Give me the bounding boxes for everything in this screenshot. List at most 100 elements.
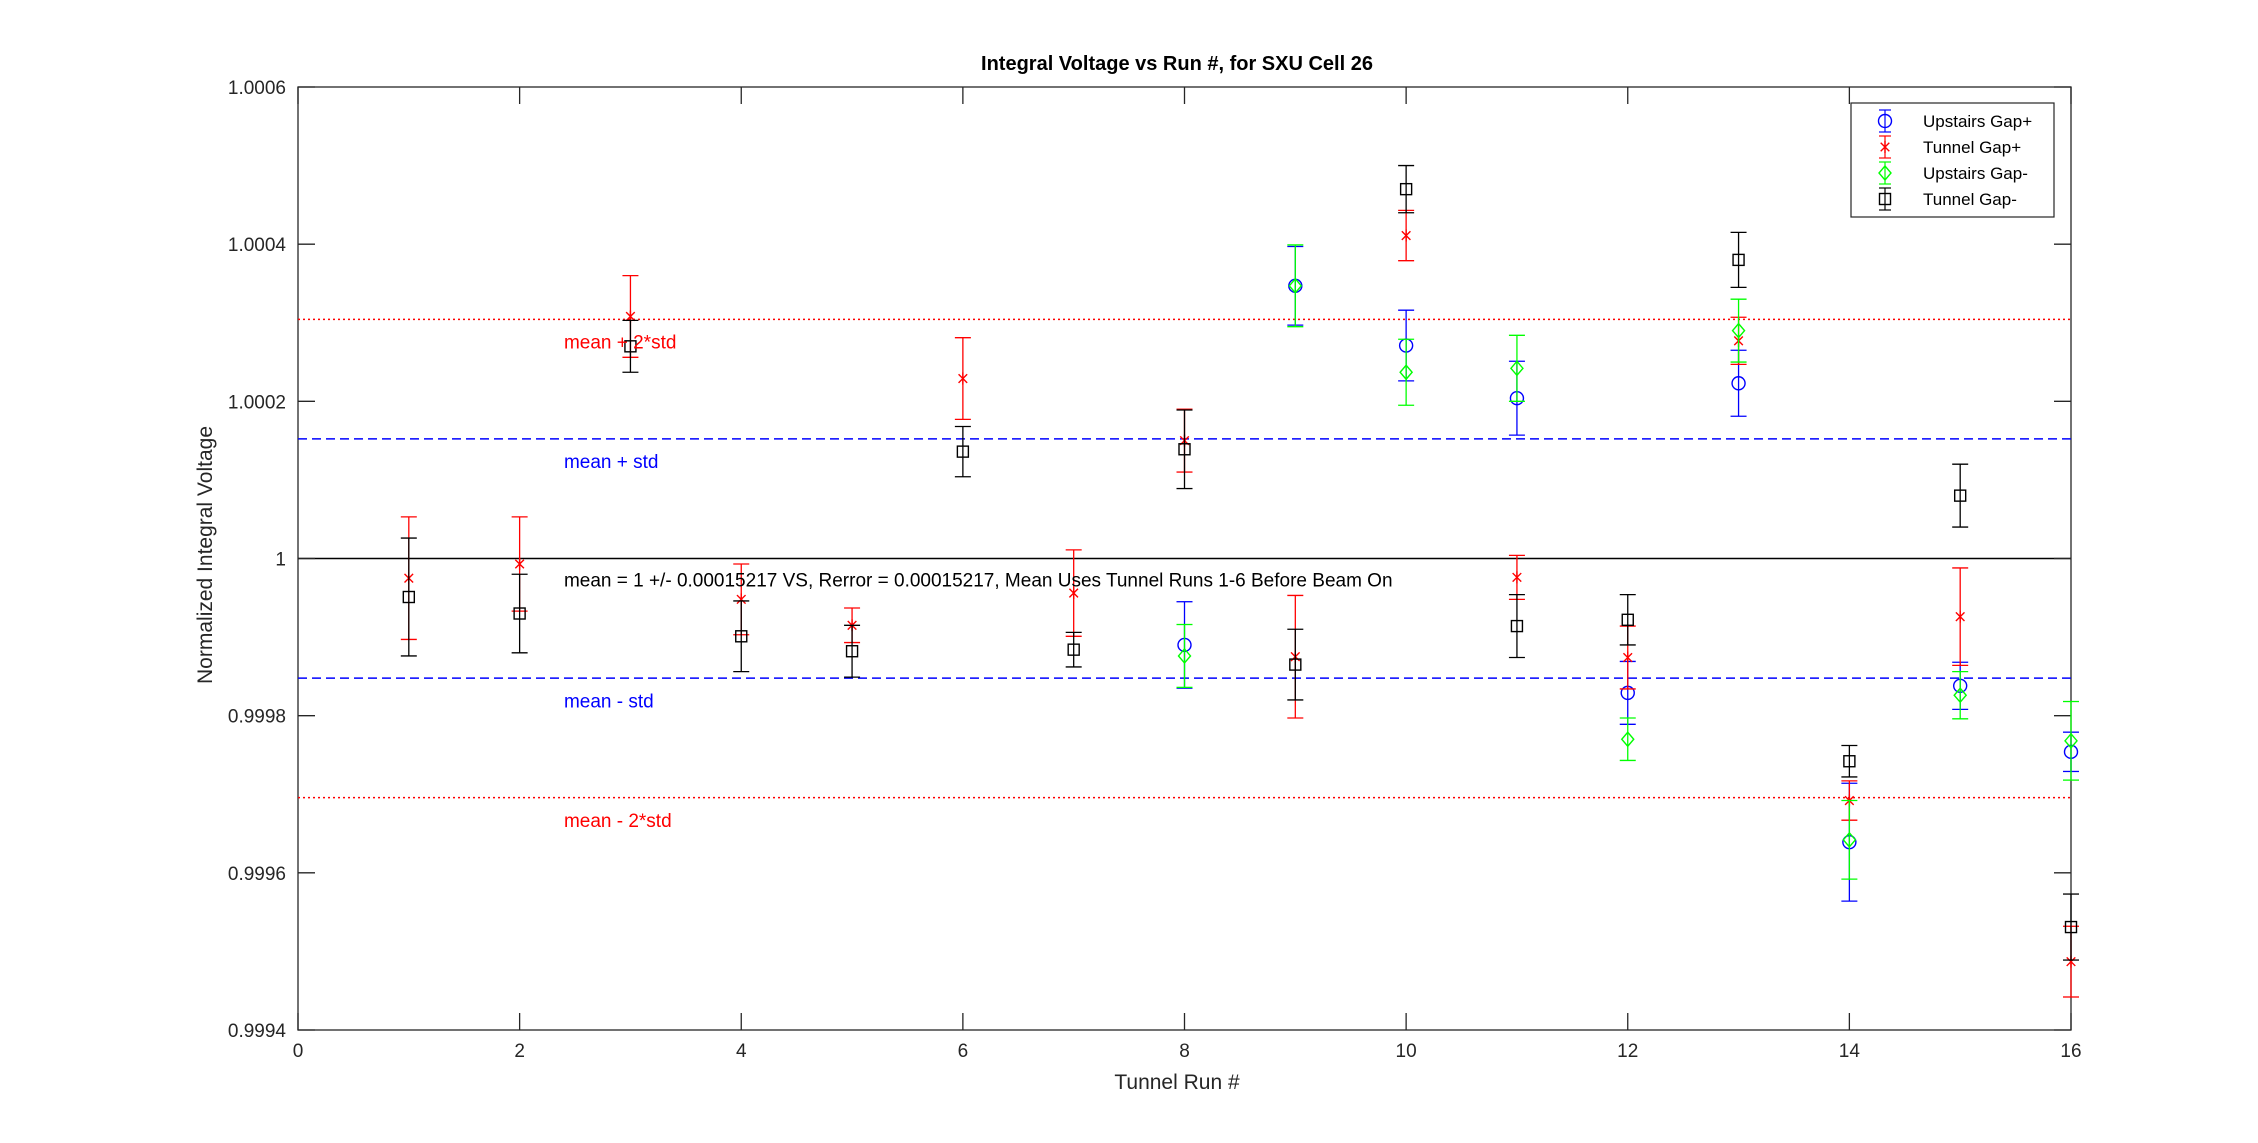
x-tick-label: 6	[958, 1041, 969, 1062]
error-bar	[844, 624, 861, 678]
legend-item-tunnel-gap: Tunnel Gap-	[1878, 187, 2017, 211]
reference-label-mean-2-std: mean - 2*std	[564, 811, 672, 832]
data-point-diamond	[1288, 277, 1303, 294]
y-tick-label: 0.9998	[228, 707, 286, 728]
y-tick-label: 1.0004	[228, 235, 287, 256]
reference-label-mean-2-std: mean + 2*std	[564, 333, 677, 354]
error-bar	[1730, 231, 1747, 289]
y-axis-ticks: 0.9994 0.9996 0.9998 1 1.0002 1.0004 1.0006	[228, 78, 2071, 1042]
data-point-square	[1953, 489, 1967, 502]
data-point-square	[1067, 643, 1080, 656]
data-point-asterisk	[1955, 610, 1965, 623]
y-tick-label: 1	[275, 550, 286, 571]
y-axis-label: Normalized Integral Voltage	[194, 426, 217, 684]
data-point-square	[1621, 613, 1634, 626]
error-bar	[1287, 244, 1304, 328]
data-point-asterisk	[1068, 587, 1079, 600]
error-bar	[1398, 338, 1415, 406]
data-point-square	[956, 445, 970, 458]
error-bar	[954, 425, 971, 478]
x-tick-label: 10	[1396, 1041, 1417, 1062]
series-upstairs-gap	[1176, 244, 2079, 880]
data-point-square	[624, 340, 637, 353]
data-point-square	[402, 590, 416, 604]
legend-label: Upstairs Gap-	[1923, 164, 2028, 183]
data-point-square	[1289, 658, 1302, 671]
legend: Upstairs Gap+ Tunnel Gap+ Upstairs Gap- Tun…	[1850, 102, 2055, 218]
data-point-asterisk	[1401, 229, 1411, 242]
y-tick-label: 1.0006	[228, 78, 286, 99]
error-bar	[1619, 717, 1636, 762]
data-series	[400, 164, 2079, 998]
error-bar	[1508, 593, 1525, 659]
data-point-diamond	[1842, 831, 1857, 848]
reference-label-mean-std: mean + std	[564, 452, 659, 473]
data-point-diamond	[1620, 731, 1635, 748]
legend-marker-diamond	[1878, 164, 1892, 182]
legend-item-upstairs-gap: Upstairs Gap+	[1877, 109, 2032, 133]
error-bar	[1508, 334, 1525, 402]
legend-label: Tunnel Gap-	[1923, 190, 2017, 209]
legend-item-tunnel-gap: Tunnel Gap+	[1879, 135, 2021, 159]
x-tick-label: 4	[736, 1041, 747, 1062]
data-point-square	[1732, 253, 1745, 267]
data-point-diamond	[1953, 687, 1968, 704]
error-bar	[1176, 409, 1193, 490]
x-tick-label: 0	[293, 1041, 304, 1062]
x-axis-label: Tunnel Run #	[1114, 1071, 1240, 1094]
legend-marker-asterisk	[1880, 141, 1890, 153]
error-bar	[1841, 799, 1858, 880]
legend-marker-square	[1878, 192, 1892, 206]
legend-marker-circle	[1877, 113, 1893, 129]
data-point-diamond	[1510, 360, 1524, 377]
data-point-asterisk	[1622, 651, 1633, 664]
legend-label: Upstairs Gap+	[1923, 112, 2032, 131]
x-tick-label: 2	[514, 1041, 525, 1062]
data-point-square	[1178, 443, 1191, 456]
error-bar	[2063, 700, 2079, 781]
x-axis-ticks: 0 2 4 6 8 10 12 14 16	[293, 87, 2082, 1062]
x-tick-label: 16	[2060, 1041, 2081, 1062]
data-point-diamond	[2064, 732, 2078, 749]
data-point-square	[735, 630, 748, 643]
error-bar	[622, 319, 639, 373]
error-bar	[1287, 628, 1304, 701]
y-tick-label: 0.9994	[228, 1021, 287, 1042]
data-point-square	[2064, 920, 2078, 934]
data-point-diamond	[1399, 364, 1414, 381]
chart-title: Integral Voltage vs Run #, for SXU Cell …	[981, 53, 1373, 75]
reference-label-mean-std: mean - std	[564, 692, 654, 713]
data-point-square	[845, 645, 859, 658]
plot-area: 0 2 4 6 8 10 12 14 16 0.9994 0.9996 0.9998 1 1.0002 1…	[228, 78, 2082, 1062]
error-bar	[733, 600, 750, 673]
error-bar	[1952, 671, 1969, 720]
data-point-square	[1399, 182, 1413, 196]
data-point-asterisk	[514, 558, 525, 571]
error-bar	[1065, 631, 1082, 668]
data-point-square	[1843, 755, 1856, 768]
error-bar	[400, 537, 417, 657]
series-tunnel-gap	[400, 164, 2079, 961]
error-bar	[1841, 744, 1858, 778]
y-tick-label: 1.0002	[228, 392, 286, 413]
data-point-asterisk	[958, 372, 968, 385]
legend-label: Tunnel Gap+	[1923, 138, 2021, 157]
data-point-square	[1510, 619, 1524, 633]
x-tick-label: 8	[1179, 1041, 1190, 1062]
data-point-diamond	[1177, 647, 1192, 665]
reference-label-mean-1-0-00015217-vs-rerror-0-00015217-mean-uses-tunnel-runs-1-6-before-beam-on: mean = 1 +/- 0.00015217 VS, Rerror = 0.0…	[564, 571, 1393, 592]
error-bar	[1730, 298, 1747, 363]
x-tick-label: 14	[1839, 1041, 1861, 1062]
error-bar	[1952, 463, 1969, 528]
legend-item-upstairs-gap: Upstairs Gap-	[1878, 161, 2028, 185]
reference-line-labels: mean = 1 +/- 0.00015217 VS, Rerror = 0.0…	[564, 333, 1393, 833]
error-bar	[2063, 893, 2079, 961]
error-bar	[1398, 164, 1415, 214]
error-bar	[1176, 623, 1193, 689]
y-tick-label: 0.9996	[228, 864, 286, 885]
x-tick-label: 12	[1617, 1041, 1638, 1062]
data-point-square	[513, 607, 526, 620]
data-point-asterisk	[1512, 571, 1522, 584]
error-bar	[1619, 593, 1636, 646]
